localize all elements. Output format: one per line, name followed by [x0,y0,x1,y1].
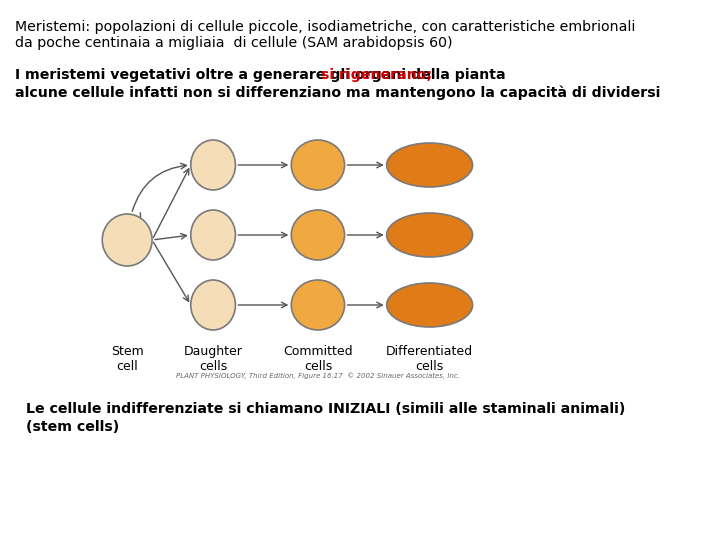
Text: (stem cells): (stem cells) [26,420,119,434]
Text: Le cellule indifferenziate si chiamano INIZIALI (simili alle staminali animali): Le cellule indifferenziate si chiamano I… [26,402,625,416]
Ellipse shape [387,213,472,257]
Ellipse shape [191,140,235,190]
Text: Meristemi: popolazioni di cellule piccole, isodiametriche, con caratteristiche e: Meristemi: popolazioni di cellule piccol… [15,20,636,34]
Text: Committed
cells: Committed cells [283,345,353,373]
Ellipse shape [292,210,345,260]
Ellipse shape [191,210,235,260]
Text: PLANT PHYSIOLOGY, Third Edition, Figure 16.17  © 2002 Sinauer Associates, Inc.: PLANT PHYSIOLOGY, Third Edition, Figure … [176,372,460,379]
Text: Stem
cell: Stem cell [111,345,143,373]
Text: si rigenerano;: si rigenerano; [320,68,432,82]
Ellipse shape [387,143,472,187]
Text: da poche centinaia a migliaia  di cellule (SAM arabidopsis 60): da poche centinaia a migliaia di cellule… [15,36,453,50]
Ellipse shape [292,280,345,330]
Ellipse shape [102,214,152,266]
Ellipse shape [387,283,472,327]
Ellipse shape [292,140,345,190]
Text: Differentiated
cells: Differentiated cells [386,345,473,373]
Text: Daughter
cells: Daughter cells [184,345,243,373]
Text: I meristemi vegetativi oltre a generare gli organi della pianta: I meristemi vegetativi oltre a generare … [15,68,511,82]
Ellipse shape [191,280,235,330]
Text: alcune cellule infatti non si differenziano ma mantengono la capacità di divider: alcune cellule infatti non si differenzi… [15,85,661,99]
